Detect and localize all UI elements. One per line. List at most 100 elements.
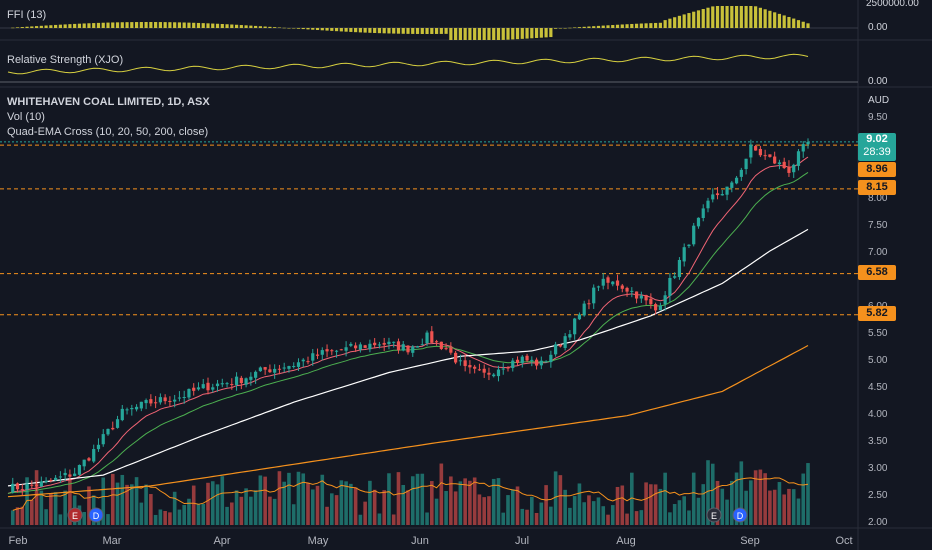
- candle-body: [54, 477, 58, 481]
- candle-body: [382, 342, 386, 345]
- volume-bar: [463, 478, 467, 525]
- candle-body: [25, 483, 29, 490]
- volume-bar: [10, 510, 15, 525]
- ffi-bar: [20, 27, 24, 28]
- volume-bar: [296, 471, 301, 525]
- volume-bar: [58, 514, 63, 525]
- ffi-bar: [725, 6, 729, 28]
- ffi-bar: [806, 23, 810, 28]
- volume-bar: [272, 498, 277, 525]
- candle-body: [82, 459, 86, 467]
- volume-bar: [358, 514, 363, 525]
- candle-body: [692, 225, 696, 245]
- candle-body: [634, 291, 639, 299]
- ffi-bar: [315, 28, 320, 31]
- y-tick-label: 5.00: [868, 355, 888, 366]
- x-tick-label: May: [308, 535, 329, 547]
- candle-body: [392, 341, 396, 343]
- ffi-bar: [244, 25, 248, 28]
- candle-body: [63, 472, 67, 476]
- candle-body: [177, 397, 182, 399]
- ffi-bar: [320, 28, 324, 31]
- candle-body: [411, 346, 415, 353]
- candle-body: [701, 208, 705, 219]
- ffi-bar: [773, 12, 777, 28]
- ffi-bar: [606, 25, 610, 28]
- candle-body: [806, 141, 810, 145]
- ffi-bar: [530, 28, 534, 39]
- volume-bar: [39, 490, 44, 525]
- candle-body: [49, 479, 53, 481]
- candle-body: [568, 334, 572, 338]
- ffi-bar: [568, 27, 572, 29]
- marker-letter: D: [93, 511, 100, 521]
- volume-bar: [720, 488, 725, 525]
- volume-label[interactable]: Vol (10): [7, 111, 45, 123]
- volume-bar: [377, 513, 382, 525]
- volume-bar: [534, 512, 539, 525]
- volume-bar: [525, 509, 529, 525]
- candle-body: [715, 193, 720, 196]
- ffi-axis-top: 2500000.00: [866, 0, 919, 9]
- ffi-bar: [534, 28, 539, 38]
- candle-body: [311, 353, 315, 361]
- candle-body: [206, 382, 210, 391]
- y-tick-label: 5.50: [868, 328, 888, 339]
- candle-body: [430, 331, 434, 343]
- ffi-bar: [139, 22, 143, 28]
- candle-body: [796, 151, 801, 166]
- ffi-bar: [549, 28, 553, 38]
- candle-body: [734, 177, 739, 184]
- candle-body: [249, 376, 253, 380]
- candle-body: [425, 332, 429, 344]
- volume-bar: [268, 496, 272, 525]
- y-tick-label: 2.00: [868, 517, 888, 528]
- ffi-bar: [277, 27, 282, 28]
- ffi-bar: [592, 26, 596, 28]
- volume-bar: [449, 476, 453, 525]
- volume-bar: [244, 488, 248, 525]
- ffi-bar: [87, 23, 91, 28]
- ffi-bar: [663, 20, 667, 28]
- volume-bar: [253, 490, 258, 525]
- candle-body: [196, 387, 201, 390]
- candle-body: [154, 402, 158, 404]
- ffi-bar: [149, 22, 153, 28]
- candle-body: [482, 368, 486, 373]
- ema10-line: [7, 156, 809, 494]
- dividend-marker-icon: [88, 507, 104, 523]
- volume-bar: [796, 498, 801, 525]
- volume-bar: [153, 514, 158, 525]
- candle-body: [639, 295, 643, 299]
- candle-body: [230, 384, 234, 386]
- volume-bar: [306, 482, 310, 525]
- candle-body: [273, 368, 277, 373]
- ffi-bar: [554, 28, 558, 29]
- candle-body: [263, 367, 267, 370]
- symbol-title[interactable]: WHITEHAVEN COAL LIMITED, 1D, ASX: [7, 96, 210, 108]
- candle-body: [344, 347, 348, 351]
- ema-cross-label[interactable]: Quad-EMA Cross (10, 20, 50, 200, close): [7, 126, 209, 138]
- ffi-bar: [796, 20, 801, 28]
- ffi-bar: [687, 13, 691, 28]
- ffi-bar: [620, 24, 624, 28]
- candle-body: [96, 444, 101, 450]
- volume-bar: [415, 473, 420, 525]
- ffi-bar: [201, 23, 205, 28]
- candle-body: [87, 458, 91, 461]
- volume-bar: [420, 473, 425, 525]
- ffi-bar: [744, 6, 748, 28]
- ffi-bar: [182, 22, 186, 28]
- volume-bar: [649, 484, 653, 525]
- x-axis: Feb Mar Apr May Jun Jul Aug Sep Oct: [9, 535, 853, 547]
- candle-body: [763, 155, 767, 157]
- ffi-bar: [768, 10, 772, 28]
- ffi-bar: [720, 6, 724, 28]
- ffi-bar: [354, 28, 358, 33]
- volume-bar: [201, 503, 206, 525]
- volume-bar: [144, 484, 148, 525]
- volume-bar: [344, 481, 348, 525]
- ffi-bar: [120, 22, 124, 28]
- candle-body: [101, 434, 105, 445]
